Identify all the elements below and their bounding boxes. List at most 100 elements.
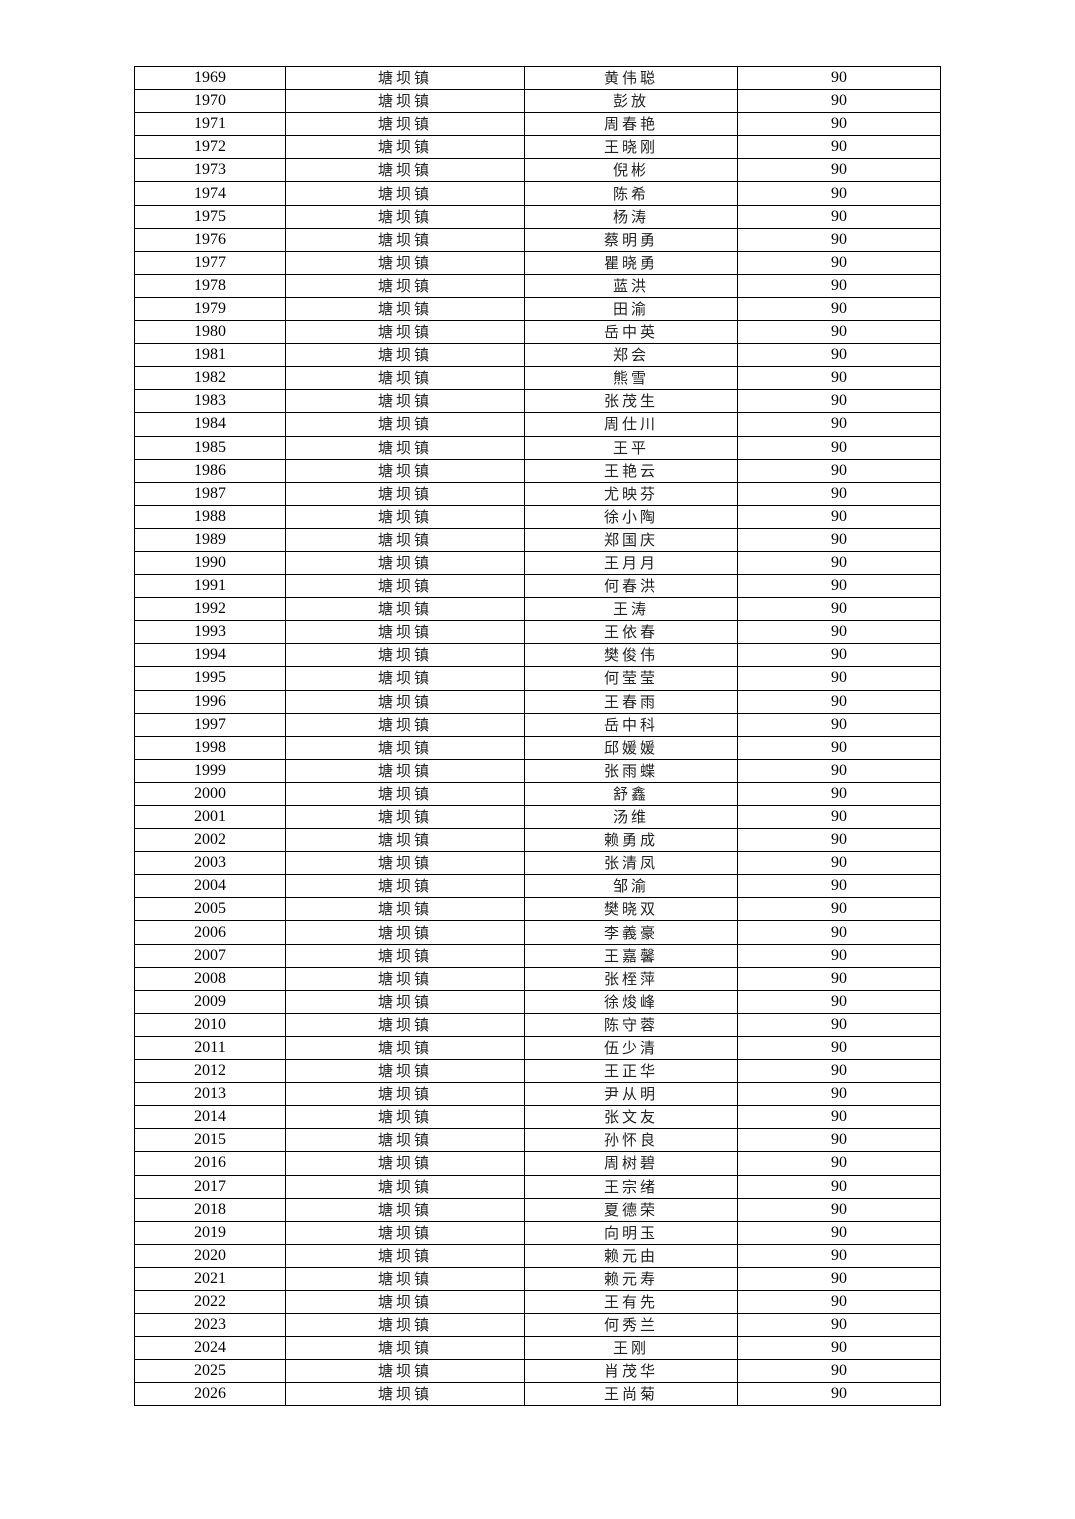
town-cell: 塘坝镇: [285, 989, 525, 1014]
table-row: 1989 塘坝镇 郑国庆 90: [134, 527, 941, 552]
row-number-cell: 1969: [134, 65, 286, 91]
table-row: 1990 塘坝镇 王月月 90: [134, 550, 941, 576]
row-number-cell: 1998: [134, 735, 286, 760]
name-cell: 岳中英: [524, 320, 738, 345]
town-cell: 塘坝镇: [285, 1035, 525, 1061]
score-cell: 90: [737, 1359, 941, 1384]
name-cell: 张茂生: [524, 389, 738, 414]
name-cell: 周树碧: [524, 1151, 738, 1176]
score-cell: 90: [737, 135, 941, 160]
town-cell: 塘坝镇: [285, 758, 525, 783]
score-cell: 90: [737, 597, 941, 622]
row-number-cell: 1990: [134, 550, 286, 576]
town-cell: 塘坝镇: [285, 620, 525, 645]
table-row: 1992 塘坝镇 王涛 90: [134, 597, 941, 622]
row-number-cell: 1994: [134, 643, 286, 668]
score-cell: 90: [737, 366, 941, 391]
table-row: 2011 塘坝镇 伍少清 90: [134, 1035, 941, 1061]
table-row: 1973 塘坝镇 倪彬 90: [134, 158, 941, 183]
table-row: 2006 塘坝镇 李義豪 90: [134, 920, 941, 945]
town-cell: 塘坝镇: [285, 250, 525, 275]
name-cell: 何春洪: [524, 574, 738, 599]
row-number-cell: 2026: [134, 1382, 286, 1407]
town-cell: 塘坝镇: [285, 1313, 525, 1338]
table-row: 1970 塘坝镇 彭放 90: [134, 89, 941, 114]
town-cell: 塘坝镇: [285, 574, 525, 599]
town-cell: 塘坝镇: [285, 666, 525, 691]
town-cell: 塘坝镇: [285, 1266, 525, 1291]
row-number-cell: 2008: [134, 966, 286, 991]
town-cell: 塘坝镇: [285, 366, 525, 391]
table-row: 1978 塘坝镇 蓝洪 90: [134, 273, 941, 298]
table-row: 2023 塘坝镇 何秀兰 90: [134, 1313, 941, 1338]
roster-table: 1969 塘坝镇 黄伟聪 90 1970 塘坝镇 彭放 90 1971 塘坝镇 周春艳 90 1972 塘…: [134, 65, 941, 1407]
score-cell: 90: [737, 458, 941, 483]
row-number-cell: 2015: [134, 1128, 286, 1153]
score-cell: 90: [737, 804, 941, 830]
town-cell: 塘坝镇: [285, 897, 525, 922]
name-cell: 蓝洪: [524, 273, 738, 298]
town-cell: 塘坝镇: [285, 158, 525, 183]
name-cell: 王依春: [524, 620, 738, 645]
name-cell: 王春雨: [524, 689, 738, 714]
score-cell: 90: [737, 1105, 941, 1130]
row-number-cell: 1992: [134, 597, 286, 622]
name-cell: 肖茂华: [524, 1359, 738, 1384]
table-row: 2012 塘坝镇 王正华 90: [134, 1059, 941, 1084]
table-row: 2020 塘坝镇 赖元由 90: [134, 1243, 941, 1268]
name-cell: 王月月: [524, 550, 738, 576]
town-cell: 塘坝镇: [285, 781, 525, 807]
table-row: 2009 塘坝镇 徐焌峰 90: [134, 989, 941, 1014]
name-cell: 孙怀良: [524, 1128, 738, 1153]
town-cell: 塘坝镇: [285, 1082, 525, 1107]
town-cell: 塘坝镇: [285, 643, 525, 668]
table-row: 2004 塘坝镇 邹渝 90: [134, 874, 941, 899]
row-number-cell: 2016: [134, 1151, 286, 1176]
town-cell: 塘坝镇: [285, 1359, 525, 1384]
row-number-cell: 1980: [134, 320, 286, 345]
score-cell: 90: [737, 874, 941, 899]
row-number-cell: 2019: [134, 1220, 286, 1245]
town-cell: 塘坝镇: [285, 204, 525, 229]
table-row: 2016 塘坝镇 周树碧 90: [134, 1151, 941, 1176]
town-cell: 塘坝镇: [285, 320, 525, 345]
name-cell: 蔡明勇: [524, 227, 738, 252]
town-cell: 塘坝镇: [285, 458, 525, 483]
score-cell: 90: [737, 435, 941, 460]
score-cell: 90: [737, 481, 941, 506]
row-number-cell: 2011: [134, 1035, 286, 1061]
table-row: 1998 塘坝镇 邱媛媛 90: [134, 735, 941, 760]
row-number-cell: 1996: [134, 689, 286, 714]
row-number-cell: 2007: [134, 943, 286, 968]
town-cell: 塘坝镇: [285, 1336, 525, 1361]
name-cell: 周春艳: [524, 112, 738, 137]
row-number-cell: 1987: [134, 481, 286, 506]
row-number-cell: 2003: [134, 851, 286, 876]
score-cell: 90: [737, 273, 941, 298]
row-number-cell: 2002: [134, 828, 286, 853]
name-cell: 郑会: [524, 343, 738, 368]
score-cell: 90: [737, 574, 941, 599]
roster-table-body: 1969 塘坝镇 黄伟聪 90 1970 塘坝镇 彭放 90 1971 塘坝镇 周春艳 90 1972 塘…: [134, 65, 941, 1407]
town-cell: 塘坝镇: [285, 527, 525, 552]
town-cell: 塘坝镇: [285, 112, 525, 137]
table-row: 1984 塘坝镇 周仕川 90: [134, 412, 941, 437]
table-row: 1980 塘坝镇 岳中英 90: [134, 320, 941, 345]
score-cell: 90: [737, 920, 941, 945]
row-number-cell: 1975: [134, 204, 286, 229]
name-cell: 赖勇成: [524, 828, 738, 853]
town-cell: 塘坝镇: [285, 504, 525, 529]
score-cell: 90: [737, 1336, 941, 1361]
row-number-cell: 2014: [134, 1105, 286, 1130]
row-number-cell: 2025: [134, 1359, 286, 1384]
name-cell: 何莹莹: [524, 666, 738, 691]
row-number-cell: 1981: [134, 343, 286, 368]
town-cell: 塘坝镇: [285, 966, 525, 991]
name-cell: 邹渝: [524, 874, 738, 899]
score-cell: 90: [737, 643, 941, 668]
score-cell: 90: [737, 343, 941, 368]
table-row: 2001 塘坝镇 汤维 90: [134, 804, 941, 830]
table-row: 2003 塘坝镇 张清凤 90: [134, 851, 941, 876]
score-cell: 90: [737, 666, 941, 691]
row-number-cell: 1986: [134, 458, 286, 483]
